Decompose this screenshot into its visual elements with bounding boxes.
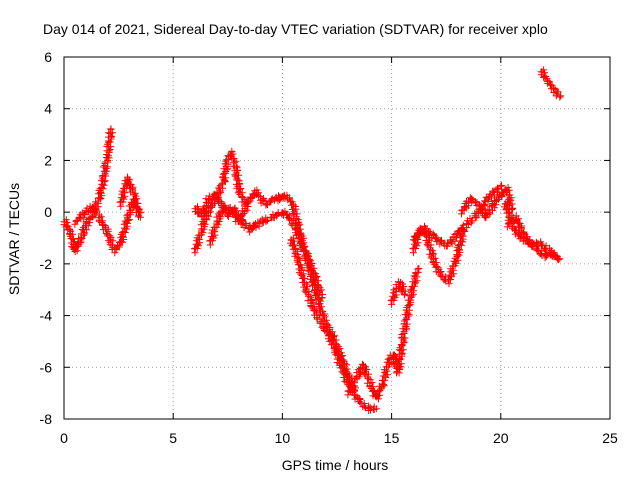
x-tick-labels: 0 5 10 15 20 25 <box>60 430 618 446</box>
y-tick-labels: -8 -6 -4 -2 0 2 4 6 <box>40 49 53 427</box>
y-axis-label: SDTVAR / TECUs <box>6 183 22 295</box>
plot-frame <box>63 56 611 420</box>
series-sat-h <box>274 191 359 395</box>
chart-title: Day 014 of 2021, Sidereal Day-to-day VTE… <box>43 21 548 37</box>
x-tick-label: 5 <box>169 430 177 446</box>
y-tick-label: -8 <box>40 411 53 427</box>
y-tick-label: 2 <box>44 152 52 168</box>
series-sat-f <box>206 186 286 249</box>
x-axis-label: GPS time / hours <box>282 457 389 473</box>
series-sat-i <box>287 234 380 414</box>
y-tick-label: -6 <box>40 359 53 375</box>
y-tick-label: 0 <box>44 204 52 220</box>
y-tick-label: 6 <box>44 49 52 65</box>
data-marks <box>60 66 565 414</box>
series-sat-p <box>503 212 562 263</box>
series-sat-m <box>409 181 506 250</box>
y-tick-label: 4 <box>44 101 52 117</box>
series-sat-c <box>116 173 143 216</box>
series-sat-k <box>387 278 409 308</box>
x-tick-label: 15 <box>384 430 400 446</box>
axis-ticks <box>63 56 611 420</box>
x-tick-label: 10 <box>275 430 291 446</box>
series-sat-q <box>537 66 565 101</box>
x-tick-label: 25 <box>602 430 618 446</box>
series-sat-n <box>458 183 517 222</box>
x-tick-label: 0 <box>60 430 68 446</box>
y-tick-label: -4 <box>40 308 53 324</box>
series-sat-e <box>191 147 250 257</box>
grid-lines <box>64 57 610 419</box>
x-tick-label: 20 <box>493 430 509 446</box>
y-tick-label: -2 <box>40 256 53 272</box>
series-sat-j <box>344 265 423 403</box>
